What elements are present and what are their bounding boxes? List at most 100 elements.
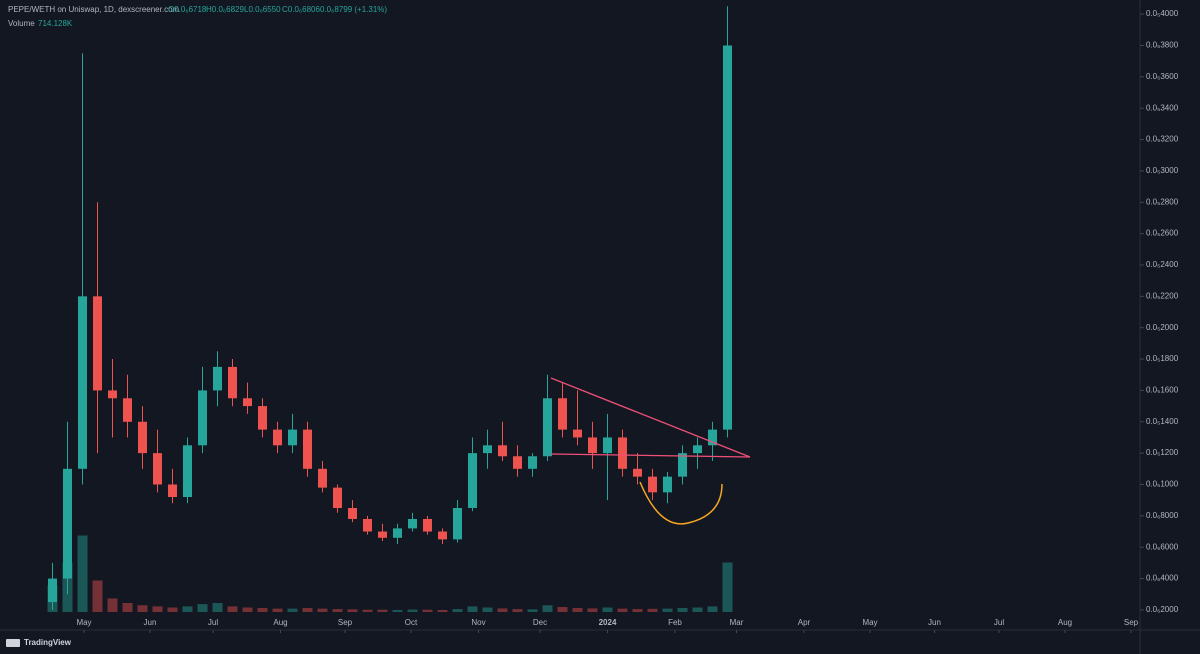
candle-body (363, 518, 372, 532)
y-tick-label: 0.0₅2200 (1146, 291, 1179, 300)
close-value: C0.0₆6806 (282, 5, 320, 14)
candle-body (93, 296, 102, 391)
y-tick-label: 0.0₅3000 (1146, 166, 1179, 175)
candle-body (213, 366, 222, 391)
volume-bar (482, 607, 493, 612)
volume-bar (542, 605, 553, 612)
x-tick-label: Mar (730, 618, 744, 627)
candle-body (303, 429, 312, 469)
volume-bar (632, 609, 643, 612)
volume-bar (437, 609, 448, 612)
y-tick-label: 0.0₅2600 (1146, 229, 1179, 238)
candle-body (693, 445, 702, 454)
trend-line (550, 377, 751, 458)
candle-body (513, 456, 522, 469)
volume-bar (677, 607, 688, 612)
logo-icon (6, 639, 20, 647)
volume-bar (452, 609, 463, 612)
x-tick-label: Nov (471, 618, 485, 627)
x-tick-label: Sep (1124, 618, 1139, 627)
candle-body (408, 518, 417, 529)
candle-body (228, 366, 237, 399)
change-value: 0.0₆8799 (+1.31%) (320, 5, 387, 14)
candle-body (168, 484, 177, 498)
volume-bar (602, 607, 613, 612)
volume-bar (692, 607, 703, 612)
candle-body (333, 487, 342, 509)
y-tick-label: 0.0₅3600 (1146, 72, 1179, 81)
volume-bar (707, 606, 718, 612)
volume-bar (212, 603, 223, 612)
candle-body (423, 518, 432, 532)
candle-body (78, 296, 87, 469)
high-value: H0.0₆6829 (206, 5, 244, 14)
volume-bar (287, 608, 298, 612)
x-tick-label: Jun (928, 618, 941, 627)
volume-bar (392, 609, 403, 612)
trend-line (550, 453, 751, 458)
volume-bar (92, 580, 103, 612)
volume-bar (227, 606, 238, 612)
volume-bar (512, 609, 523, 612)
candle-body (723, 45, 732, 430)
y-tick-label: 0.0₅2800 (1146, 197, 1179, 206)
x-tick-label: Apr (798, 618, 811, 627)
candle-body (123, 398, 132, 422)
volume-bar (152, 606, 163, 612)
volume-value: 714.128K (38, 19, 73, 28)
candle-body (438, 531, 447, 540)
volume-label: Volume (8, 19, 35, 28)
y-tick-label: 0.0₅3800 (1146, 41, 1179, 50)
volume-bar (587, 608, 598, 612)
volume-bar (467, 606, 478, 612)
y-tick-label: 0.0₅1600 (1146, 386, 1179, 395)
volume-bar (557, 607, 568, 612)
volume-bar (167, 607, 178, 612)
volume-bar (332, 609, 343, 612)
candle-body (708, 429, 717, 446)
candle-body (393, 528, 402, 538)
volume-bar (722, 562, 733, 612)
volume-bar (182, 606, 193, 612)
candle-body (678, 453, 687, 477)
candle-body (573, 429, 582, 438)
volume-bar (77, 535, 88, 612)
candle-body (348, 508, 357, 519)
volume-bar (137, 605, 148, 612)
x-tick-label: Feb (668, 618, 682, 627)
y-tick-label: 0.0₅2000 (1146, 323, 1179, 332)
candle-body (618, 437, 627, 469)
x-tick-label: May (862, 618, 877, 627)
volume-bar (347, 609, 358, 612)
candle-body (183, 445, 192, 498)
candle-body (318, 468, 327, 488)
x-tick-label: May (76, 618, 91, 627)
x-tick-label: Oct (405, 618, 418, 627)
y-tick-label: 0.0₅1000 (1146, 480, 1179, 489)
volume-bar (527, 609, 538, 612)
candle-body (48, 578, 57, 603)
drawings (550, 377, 751, 525)
volume-bar (362, 609, 373, 612)
volume-bar (422, 609, 433, 612)
low-value: L0.0₆6550 (244, 5, 281, 14)
volume-bar (647, 608, 658, 612)
x-tick-label: Jul (994, 618, 1004, 627)
volume-bar (302, 607, 313, 612)
volume-bar (662, 608, 673, 612)
volume-bar (242, 607, 253, 612)
candle-body (498, 445, 507, 457)
candle-body (663, 476, 672, 493)
brand[interactable]: TradingView (24, 638, 72, 647)
volume-bar (122, 603, 133, 612)
candle-body (243, 398, 252, 407)
y-tick-label: 0.0₅1200 (1146, 448, 1179, 457)
volume-bar (272, 608, 283, 612)
x-tick-label: 2024 (599, 618, 617, 627)
x-tick-label: Dec (533, 618, 547, 627)
candle-body (63, 468, 72, 579)
candle-body (468, 453, 477, 509)
candle-body (588, 437, 597, 454)
